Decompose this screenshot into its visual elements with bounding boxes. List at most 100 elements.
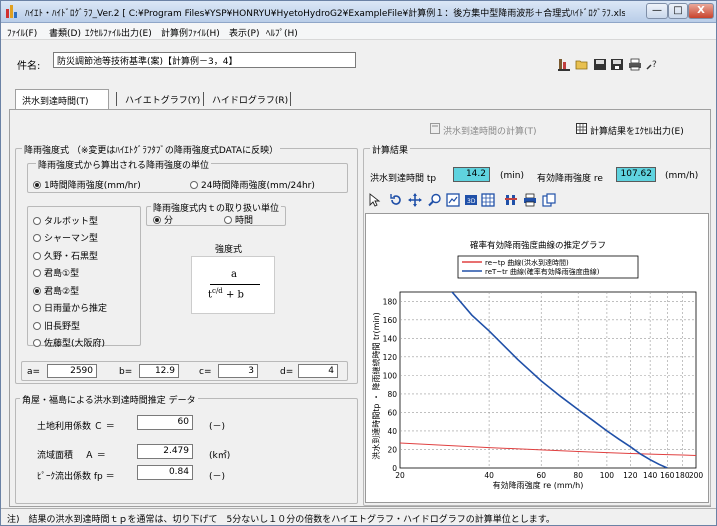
radio-dot: [153, 216, 161, 224]
menu-view[interactable]: 表示(P): [229, 29, 260, 39]
calculate-arrival-time-button[interactable]: 洪水到達時間の計算(T): [443, 127, 537, 137]
param-d-input[interactable]: 4: [298, 364, 338, 378]
result-group: 計算結果: [363, 143, 711, 506]
tab-hydrograph[interactable]: ハイドログラフ(R): [212, 96, 289, 106]
maximize-button[interactable]: □: [668, 3, 688, 19]
peak-coef-label: ﾋﾟｰｸ流出係数 fp ＝: [37, 472, 115, 482]
basin-area-unit: (k㎡): [209, 451, 231, 461]
radio-dot: [33, 304, 41, 312]
re-unit: (mm/h): [665, 171, 699, 181]
window-title: ﾊｲｴﾄ・ﾊｲﾄﾞﾛｸﾞﾗﾌ_Ver.2 [ C:¥Program Files¥…: [25, 9, 625, 19]
y-tick-label: 180: [383, 297, 398, 306]
param-a-input[interactable]: 2590: [47, 364, 97, 378]
move-icon[interactable]: [408, 193, 422, 207]
rain-intensity-group: 降雨強度式 （※変更はﾊｲｴﾄｸﾞﾗﾌﾀﾌﾞの降雨強度式DATAに反映）: [15, 143, 358, 384]
fraction-bar: [210, 284, 260, 285]
radio-dot: [33, 252, 41, 260]
type-sato-osaka-radio[interactable]: 佐藤型(大阪府): [33, 336, 105, 349]
radio-dot: [33, 181, 41, 189]
y-tick-label: 100: [383, 371, 398, 380]
rain-unit-group: 降雨強度式から算出される降雨強度の単位: [27, 158, 348, 193]
chart-properties-icon[interactable]: [504, 193, 518, 207]
param-a-label: a=: [27, 367, 41, 377]
land-use-unit: (－): [209, 422, 226, 432]
re-value: 107.62: [616, 167, 656, 182]
t-unit-hour-radio[interactable]: 時間: [224, 213, 253, 226]
zoom-icon[interactable]: [428, 193, 442, 207]
pointer-icon[interactable]: [367, 193, 381, 207]
tab-separator: [290, 92, 291, 106]
radio-dot: [33, 287, 41, 295]
chart-image-icon[interactable]: [446, 193, 460, 207]
unit-1hour-radio[interactable]: 1時間降雨強度(mm/hr): [33, 178, 141, 191]
tab-separator: [203, 92, 204, 106]
t-unit-minute-radio[interactable]: 分: [153, 213, 173, 226]
param-b-input[interactable]: 12.9: [139, 364, 179, 378]
arrival-time-chart[interactable]: 確率有効降雨強度曲線の推定グラフ 02040608010012014016018…: [366, 214, 710, 504]
chart-grid-icon[interactable]: [481, 193, 495, 207]
save-as-icon[interactable]: [610, 58, 624, 71]
param-d-label: d=: [280, 367, 294, 377]
open-folder-icon[interactable]: [575, 58, 589, 71]
formula-t: t: [208, 289, 213, 301]
formula-title: 強度式: [215, 245, 243, 255]
close-button[interactable]: X: [688, 3, 714, 19]
save-icon[interactable]: [593, 58, 607, 71]
svg-text:?: ?: [652, 60, 657, 70]
peak-coef-input[interactable]: 0.84: [137, 465, 193, 480]
menu-help[interactable]: ﾍﾙﾌﾟ(H): [266, 29, 298, 39]
y-tick-label: 80: [387, 390, 397, 399]
y-tick-label: 0: [392, 464, 397, 473]
formula-exponent: c/d: [212, 287, 223, 295]
rain-intensity-legend: 降雨強度式 （※変更はﾊｲｴﾄｸﾞﾗﾌﾀﾌﾞの降雨強度式DATAに反映）: [22, 143, 281, 156]
re-label: 有効降雨強度 re: [537, 174, 603, 184]
land-use-input[interactable]: 60: [137, 415, 193, 430]
tab-hyetograph[interactable]: ハイエトグラフ(Y): [125, 96, 201, 106]
x-tick-label: 180: [675, 471, 690, 480]
menu-file[interactable]: ﾌｧｲﾙ(F): [7, 29, 38, 39]
x-tick-label: 160: [660, 471, 675, 480]
rotate-icon[interactable]: [389, 193, 403, 207]
formula-numerator: a: [231, 269, 237, 280]
case-name-input[interactable]: 防災調節池等技術基準(案)【計算例－3，4】: [53, 52, 356, 68]
type-kuno-ishiguro-radio[interactable]: 久野・石黒型: [33, 249, 98, 262]
print-icon[interactable]: [628, 58, 642, 71]
app-bar-chart-icon: [6, 5, 20, 18]
basin-area-input[interactable]: 2.479: [137, 444, 193, 459]
legend-entry: reT~tr 曲線(確率有効降雨強度曲線): [485, 267, 600, 276]
excel-grid-icon: [576, 123, 587, 134]
menu-documents[interactable]: 書類(D): [49, 29, 81, 39]
y-tick-label: 40: [387, 427, 397, 436]
status-bar: 注) 結果の洪水到達時間ｔｐを通常は、切り下げて 5分ないし１０分の倍数をハイエ…: [1, 508, 716, 525]
kadoya-legend: 角屋・福島による洪水到達時間推定 データ: [20, 393, 198, 406]
chart-print-icon[interactable]: [523, 193, 537, 207]
chart-area: 確率有効降雨強度曲線の推定グラフ 0 20 40 60 80 100 120 140 160 18…: [365, 213, 709, 503]
help-icon[interactable]: ?: [645, 58, 659, 71]
type-old-nagano-radio[interactable]: 旧長野型: [33, 319, 80, 332]
formula-display: a tc/d + b: [191, 256, 275, 314]
chart-3d-icon[interactable]: 3D: [464, 193, 478, 207]
tab-flood-arrival-time[interactable]: 洪水到達時間(T): [15, 89, 109, 109]
type-talbot-radio[interactable]: タルボット型: [33, 214, 98, 227]
type-kimijima1-radio[interactable]: 君島①型: [33, 266, 79, 279]
menu-examples[interactable]: 計算例ﾌｧｲﾙ(H): [161, 29, 220, 39]
unit-24hour-radio[interactable]: 24時間降雨強度(mm/24hr): [190, 178, 315, 191]
menu-excel-output[interactable]: ｴｸｾﾙﾌｧｲﾙ出力(E): [85, 29, 152, 39]
param-c-input[interactable]: 3: [218, 364, 258, 378]
x-tick-label: 80: [573, 471, 583, 480]
minimize-button[interactable]: —: [646, 3, 668, 19]
type-sherman-radio[interactable]: シャーマン型: [33, 231, 98, 244]
x-tick-label: 120: [623, 471, 638, 480]
export-excel-button[interactable]: 計算結果をｴｸｾﾙ出力(E): [590, 127, 684, 137]
formula-denominator: tc/d + b: [208, 287, 244, 300]
formula-type-group: [27, 206, 141, 346]
y-tick-label: 120: [383, 353, 398, 362]
y-tick-label: 140: [383, 334, 398, 343]
type-daily-rain-radio[interactable]: 日雨量から推定: [33, 301, 107, 314]
t-unit-group: 降雨強度式内ｔの取り扱い単位: [146, 201, 286, 226]
chart-copy-icon[interactable]: [542, 193, 556, 207]
calculate-icon[interactable]: [557, 58, 571, 71]
x-tick-label: 200: [689, 471, 704, 480]
y-tick-label: 160: [383, 316, 398, 325]
type-kimijima2-radio[interactable]: 君島②型: [33, 284, 79, 297]
